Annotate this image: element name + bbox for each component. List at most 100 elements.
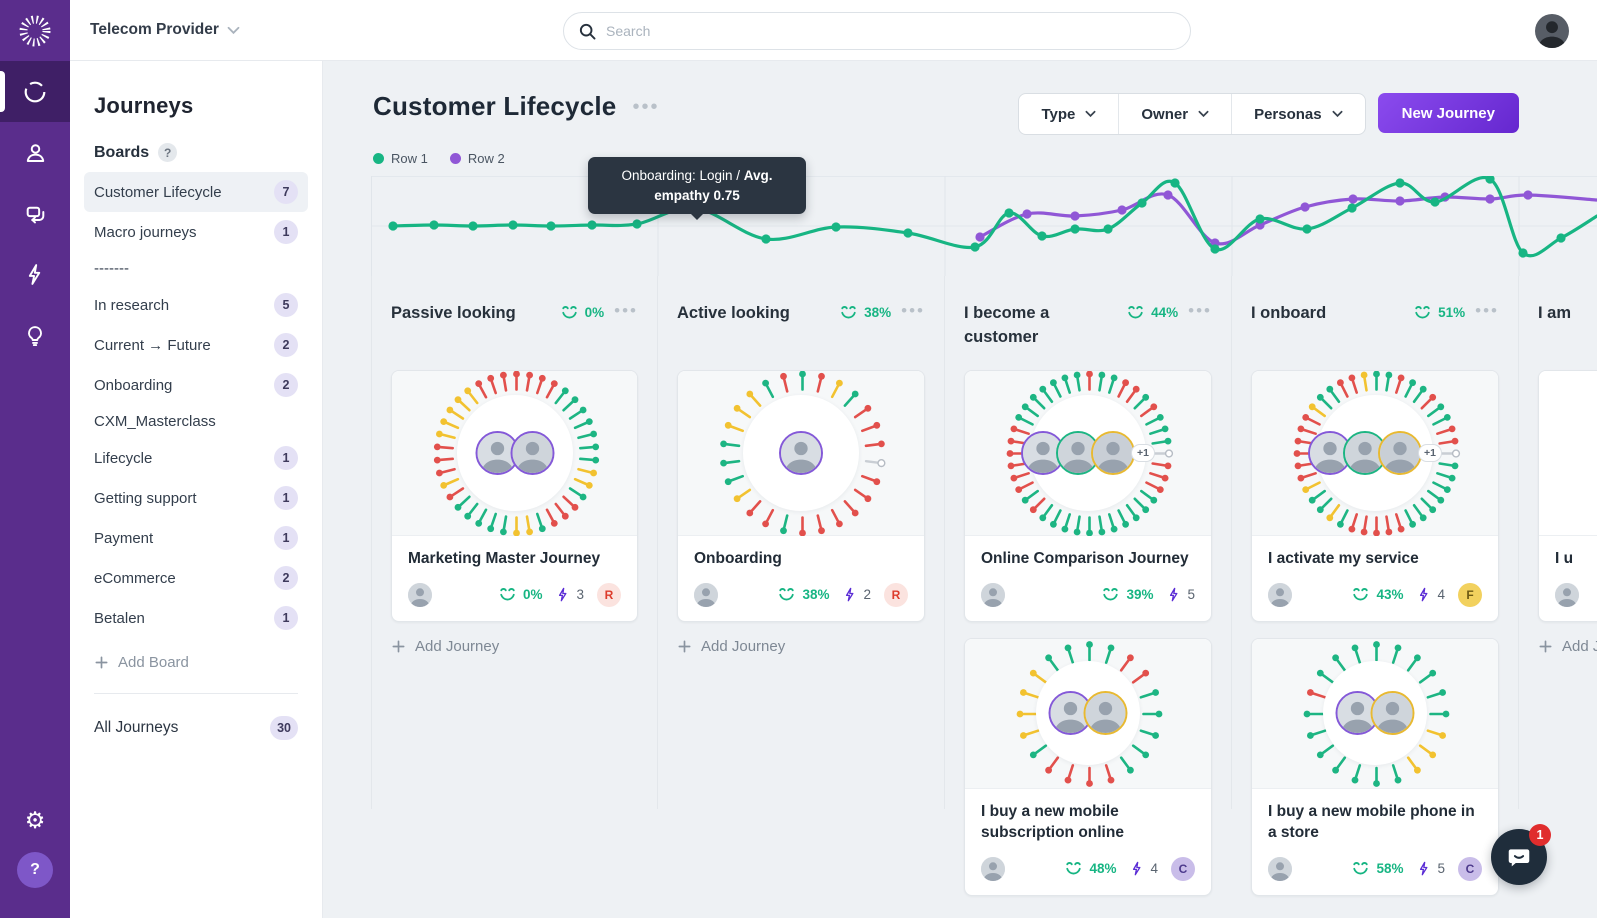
card-letter-badge: F [1458,582,1482,607]
add-journey-button[interactable]: Add Journey [677,638,925,655]
sentiment-ring [1293,371,1461,536]
user-avatar[interactable] [1535,14,1569,48]
board-canvas: Customer Lifecycle ••• Type Owner Personas… [323,61,1597,918]
card-letter-badge: C [1171,856,1195,881]
persona-avatar [779,431,823,475]
board-item-label: CXM_Masterclass [94,413,216,430]
settings-gear-icon[interactable]: ⚙ [24,807,46,833]
journey-card[interactable]: +1 Online Comparison Journey 39% 5 [964,370,1212,622]
stage-title: I am [1538,304,1572,322]
journey-card[interactable]: Onboarding 38% 2 R [677,370,925,622]
journey-card[interactable]: +1 I activate my service 43% 4 F [1251,370,1499,622]
board-menu-icon[interactable]: ••• [632,95,660,118]
rail-item-solutions[interactable] [0,305,70,366]
card-letter-badge: R [597,582,621,607]
app-logo-icon[interactable] [0,0,70,61]
board-item[interactable]: Current → Future 2 [84,325,308,365]
journey-card[interactable]: I buy a new mobile phone in a store 58% 5 C [1251,637,1499,896]
new-journey-button[interactable]: New Journey [1377,93,1519,133]
board-item[interactable]: In research 5 [84,285,308,325]
legend-item[interactable]: Row 1 [373,151,428,166]
stage-menu-icon[interactable]: ••• [1475,301,1499,320]
filter-personas[interactable]: Personas [1231,94,1365,134]
board-item-count: 2 [274,566,298,590]
stage-menu-icon[interactable]: ••• [901,301,925,320]
sentiment-ring [433,371,600,536]
all-journeys-item[interactable]: All Journeys 30 [94,716,298,740]
board-item[interactable]: ------- [84,252,308,285]
card-opportunity-count: 4 [1416,586,1445,603]
board-item-count: 2 [274,373,298,397]
rail-item-cards[interactable] [0,183,70,244]
chart-tooltip: Onboarding: Login / Avg. empathy 0.75 [588,157,806,221]
board-item-count: 1 [274,526,298,550]
card-letter-badge: R [884,582,908,607]
board-item-label: eCommerce [94,569,176,587]
topbar: Telecom Provider [70,0,1597,61]
add-board-button[interactable]: Add Board [94,654,298,671]
board-item[interactable]: Lifecycle 1 [84,438,308,478]
boards-help-icon[interactable]: ? [158,143,178,162]
sentiment-ring [1016,641,1163,787]
stage-column: I onboard 51% ••• +1 I activate my service 43… [1232,276,1519,896]
empathy-smiley-icon [1066,862,1082,875]
journey-card[interactable]: I buy a new mobile subscription online 48… [964,637,1212,896]
workspace-switcher[interactable]: Telecom Provider [90,21,240,39]
card-empathy-score: 39% [1101,585,1153,604]
board-item-label: In research [94,296,170,314]
journey-card[interactable]: Marketing Master Journey 0% 3 R [391,370,638,622]
filter-owner[interactable]: Owner [1118,94,1231,134]
empathy-smiley-icon [1415,306,1430,319]
stage-menu-icon[interactable]: ••• [614,301,638,320]
lightbulb-icon [28,326,42,347]
card-opportunity-count: 2 [842,586,871,603]
owner-avatar [1268,856,1292,881]
card-empathy-score: 43% [1351,585,1403,604]
journey-personas [1335,691,1415,736]
board-item-label: Lifecycle [94,449,153,467]
board-item[interactable]: Betalen 1 [84,598,308,638]
opportunity-bolt-icon [846,588,854,602]
board-item[interactable]: Customer Lifecycle 7 [84,172,308,212]
persona-overflow-count: +1 [1131,444,1155,462]
persona-avatar [1378,431,1423,475]
filter-type[interactable]: Type [1019,94,1118,134]
board-item[interactable]: eCommerce 2 [84,558,308,598]
card-opportunity-count: 5 [1166,586,1195,603]
board-item[interactable]: CXM_Masterclass [84,405,308,438]
empathy-smiley-icon [779,588,795,601]
rail-item-personas[interactable] [0,122,70,183]
board-item[interactable]: Macro journeys 1 [84,212,308,252]
card-opportunity-count: 3 [555,586,584,603]
stage-menu-icon[interactable]: ••• [1188,301,1212,320]
journey-card-chart [965,638,1211,789]
global-search [563,12,1191,50]
rail-item-opportunities[interactable] [0,244,70,305]
add-journey-button[interactable]: Add Journey [391,638,638,655]
add-journey-button[interactable]: Add Journey [1538,638,1597,655]
board-item-count: 2 [274,333,298,357]
journey-personas [1048,691,1128,736]
boards-sidebar: Journeys Boards ? Customer Lifecycle 7 Mac… [70,61,323,918]
all-journeys-count: 30 [270,716,298,740]
board-item[interactable]: Onboarding 2 [84,365,308,405]
board-item-label: Macro journeys [94,223,197,241]
stage-title: Passive looking [391,304,516,322]
empathy-line-chart[interactable] [371,174,1597,276]
board-item[interactable]: Getting support 1 [84,478,308,518]
board-item[interactable]: Payment 1 [84,518,308,558]
opportunity-bolt-icon [1133,861,1141,876]
chat-launcher-button[interactable]: 1 [1491,824,1551,885]
journey-card-title: Onboarding [694,550,782,567]
legend-item[interactable]: Row 2 [449,151,505,166]
journey-card-title: I buy a new mobile subscription online [981,802,1124,841]
rail-help-button[interactable]: ? [17,852,53,888]
board-item-label: Betalen [94,609,145,627]
owner-avatar [694,582,718,607]
journey-card[interactable]: I u [1538,370,1597,622]
persona-overflow-count: +1 [1418,444,1442,462]
card-opportunity-count: 4 [1129,860,1158,877]
cards-icon [26,206,44,224]
rail-item-journeys[interactable] [0,61,70,122]
search-input[interactable] [606,23,1176,39]
